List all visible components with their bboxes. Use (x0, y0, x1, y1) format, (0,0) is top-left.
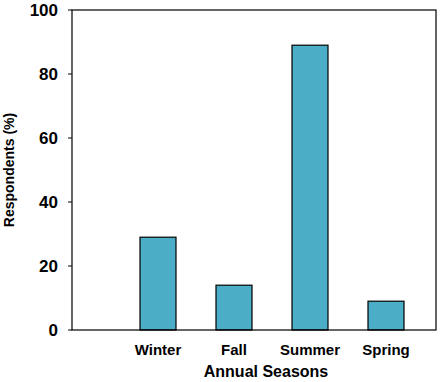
y-tick (68, 202, 72, 203)
y-tick (68, 74, 72, 75)
bar (216, 285, 252, 330)
x-tick-label: Fall (221, 341, 247, 358)
y-tick-label: 20 (39, 257, 58, 276)
y-tick (68, 10, 72, 11)
y-tick-label: 0 (49, 321, 58, 340)
y-axis-label: Respondents (%) (1, 113, 17, 227)
y-tick-label: 80 (39, 65, 58, 84)
bar (292, 45, 328, 330)
y-tick (68, 330, 72, 331)
y-tick-label: 100 (30, 1, 58, 20)
x-tick-label: Winter (135, 341, 182, 358)
bar (140, 237, 176, 330)
y-tick-label: 40 (39, 193, 58, 212)
plot-frame (72, 10, 436, 330)
y-tick (68, 266, 72, 267)
x-tick-label: Summer (280, 341, 340, 358)
y-tick-label: 60 (39, 129, 58, 148)
x-axis-label: Annual Seasons (204, 363, 329, 380)
bar (368, 301, 404, 330)
x-tick-label: Spring (362, 341, 410, 358)
chart: 0 20 40 60 80 100 Winter Fall Summer Spring Annual… (0, 0, 441, 382)
y-tick (68, 138, 72, 139)
